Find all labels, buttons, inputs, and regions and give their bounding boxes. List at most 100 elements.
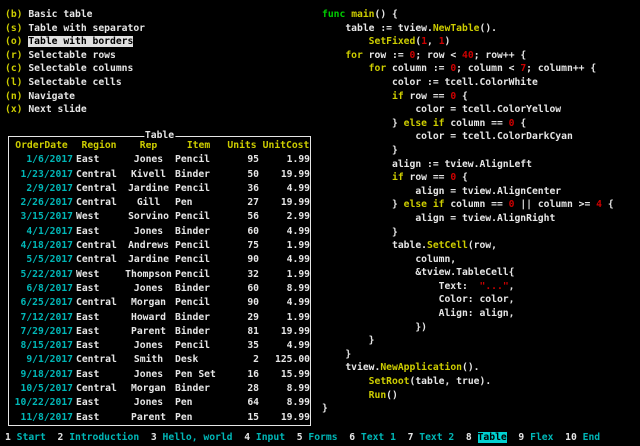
table-cell: Binder	[175, 168, 210, 180]
table-header-row: OrderDate Region Rep Item Units UnitCost	[10, 139, 310, 153]
menu-item-key: (x)	[5, 104, 29, 116]
table-cell: 3/15/2017	[20, 211, 74, 223]
table-cell: Jones	[133, 340, 164, 352]
table-cell: Binder	[175, 225, 210, 237]
table-cell: 60	[247, 225, 259, 237]
table-cell: Pen Set	[175, 368, 216, 380]
table-row: 6/8/2017 East Jones Binder 60 8.99	[10, 282, 310, 296]
column-header-item: Item	[186, 140, 211, 151]
table-cell: 7/29/2017	[20, 325, 74, 337]
code-line: } else if column == 0 || column >= 4 {	[322, 199, 614, 211]
table-cell: 6/25/2017	[20, 297, 74, 309]
slide-label: Flex	[530, 432, 554, 443]
table-cell: 90	[247, 254, 259, 266]
table-cell: Pencil	[175, 268, 210, 280]
table-cell: 95	[247, 154, 259, 166]
slide-shortcut-introduction[interactable]: 2 Introduction	[46, 432, 140, 443]
table-cell: 4/1/2017	[26, 225, 73, 237]
slide-label: Introduction	[69, 432, 140, 443]
table-cell: Central	[76, 297, 117, 309]
code-line: color = tcell.ColorYellow	[322, 104, 562, 116]
slide-shortcut-forms[interactable]: 5 Forms	[285, 432, 338, 443]
table-cell: Kivell	[131, 168, 166, 180]
slide-shortcut-start[interactable]: 1 Start	[5, 432, 46, 443]
table-row: 9/18/2017 East Jones Pen Set 16 15.99	[10, 368, 311, 382]
table-cell: Jones	[133, 282, 164, 294]
table-cell: East	[76, 325, 100, 337]
menu-item-selectable-cells[interactable]: (l) Selectable cells	[5, 76, 145, 90]
code-line: }	[322, 226, 398, 238]
table-cell: 64	[247, 397, 259, 409]
table-cell: 10/5/2017	[20, 383, 74, 395]
code-line: }	[322, 403, 328, 415]
slide-shortcut-flex[interactable]: 9 Flex	[507, 432, 554, 443]
table-cell: 4.99	[286, 340, 310, 352]
code-line: table.SetCell(row,	[322, 240, 497, 252]
slide-shortcut-text-1[interactable]: 6 Text 1	[338, 432, 396, 443]
table-cell: Binder	[175, 282, 210, 294]
slide-shortcut-end[interactable]: 10 End	[553, 432, 600, 443]
table-cell: 29	[247, 311, 259, 323]
table-row: 5/5/2017 Central Jardine Pencil 90 4.99	[10, 253, 310, 267]
table-cell: 4.99	[286, 225, 310, 237]
menu-list: (b) Basic table (s) Table with separator(…	[5, 8, 145, 117]
menu-item-next-slide[interactable]: (x) Next slide	[5, 103, 145, 117]
slide-number: 1	[5, 432, 17, 443]
menu-item-key: (n)	[5, 90, 29, 102]
table-cell: West	[76, 211, 100, 223]
slide-number: 4	[232, 432, 256, 443]
slide-label: Text 2	[419, 432, 455, 443]
table-row: 5/22/2017 West Thompson Pencil 32 1.99	[10, 268, 311, 282]
table-cell: 1.99	[286, 154, 310, 166]
table-title: Table	[143, 129, 176, 144]
column-header-rep: Rep	[139, 140, 158, 151]
table-cell: 75	[247, 240, 259, 252]
slide-shortcut-hello-world[interactable]: 3 Hello, world	[139, 432, 233, 443]
menu-item-label: Basic table	[28, 9, 93, 20]
table-cell: 56	[247, 211, 259, 223]
table-cell: 15	[247, 411, 259, 423]
code-line: }	[322, 335, 375, 347]
table-cell: Central	[76, 182, 117, 194]
table-cell: 7/12/2017	[20, 311, 74, 323]
slide-label: End	[582, 432, 601, 443]
table-row: 9/1/2017 Central Smith Desk 2 125.00	[10, 353, 310, 367]
table-cell: Pen	[175, 197, 193, 209]
table-row: 4/1/2017 East Jones Binder 60 4.99	[10, 225, 310, 239]
code-line: color := tcell.ColorWhite	[322, 76, 538, 88]
menu-item-table-with-borders[interactable]: (o) Table with borders	[5, 35, 145, 49]
table-cell: 81	[247, 325, 259, 337]
menu-item-selectable-columns[interactable]: (c) Selectable columns	[5, 62, 145, 76]
table-row: 8/15/2017 East Jones Pencil 35 4.99	[10, 339, 311, 353]
table-cell: Central	[76, 354, 117, 366]
menu-item-table-with-separator[interactable]: (s) Table with separator	[5, 22, 145, 36]
table-cell: 2/9/2017	[26, 182, 73, 194]
code-line: tview.NewApplication().	[322, 362, 480, 374]
menu-item-key: (c)	[5, 63, 29, 75]
code-line: &tview.TableCell{	[322, 267, 515, 279]
column-header-units: Units	[227, 140, 257, 151]
menu-item-navigate[interactable]: (n) Navigate	[5, 90, 145, 104]
table-cell: Jardine	[128, 182, 169, 194]
table-cell: 8.99	[286, 383, 310, 395]
column-header-unitcost: UnitCost	[262, 140, 310, 151]
slide-label: Forms	[308, 432, 338, 443]
slide-shortcut-input[interactable]: 4 Input	[232, 432, 285, 443]
table-cell: Jones	[133, 154, 164, 166]
orders-table: Table OrderDate Region Rep Item Units UnitCos…	[8, 129, 311, 426]
table-cell: East	[76, 282, 100, 294]
table-cell: Jones	[133, 225, 164, 237]
table-cell: East	[76, 225, 100, 237]
menu-item-basic-table[interactable]: (b) Basic table	[5, 8, 145, 22]
menu-item-selectable-rows[interactable]: (r) Selectable rows	[5, 49, 145, 63]
slide-shortcut-table[interactable]: 8 Table	[454, 432, 507, 443]
menu-item-label: Selectable rows	[28, 49, 116, 61]
table-cell: Pencil	[175, 240, 210, 252]
slide-shortcut-text-2[interactable]: 7 Text 2	[396, 432, 455, 443]
table-cell: West	[76, 268, 100, 280]
table-cell: 5/22/2017	[20, 268, 74, 280]
table-cell: 1/23/2017	[20, 168, 74, 180]
table-row: 3/15/2017 West Sorvino Pencil 56 2.99	[10, 210, 311, 224]
code-line: func main() {	[322, 9, 398, 20]
table-row: 10/5/2017 Central Morgan Binder 28 8.99	[10, 382, 311, 396]
